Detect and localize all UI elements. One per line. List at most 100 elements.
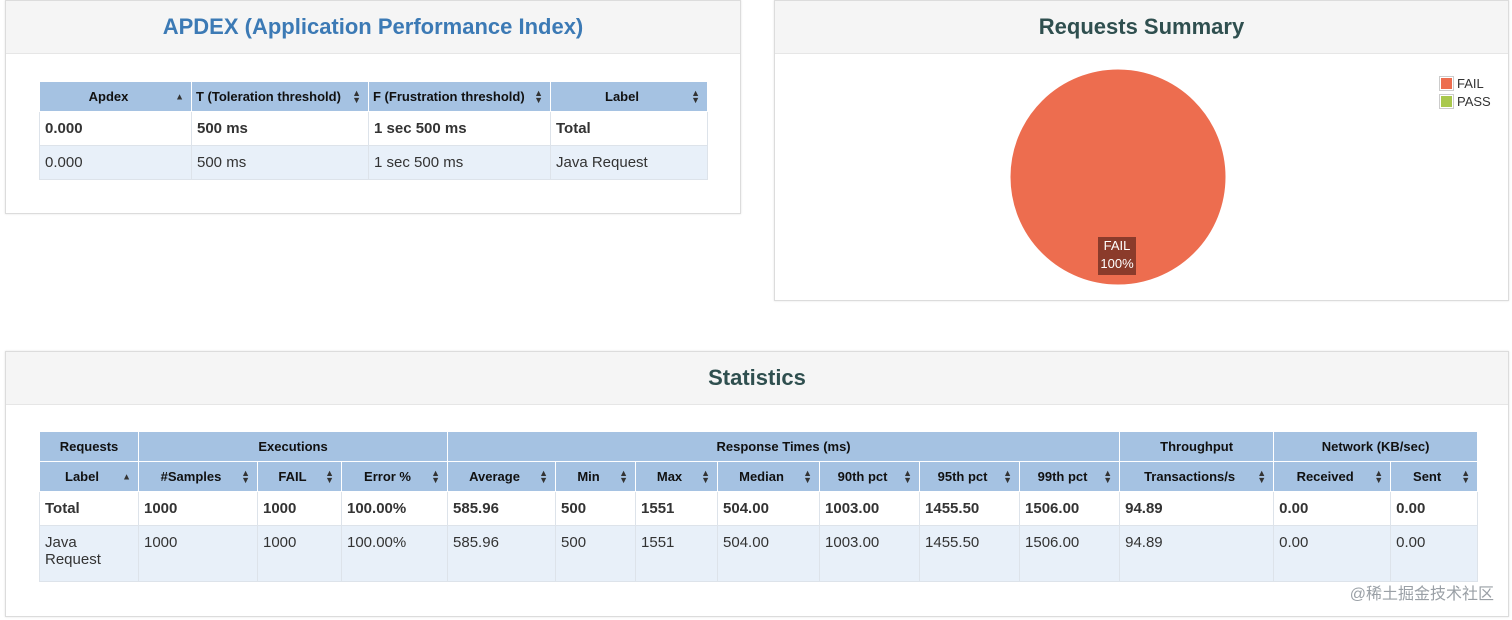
- sort-icon: ▲ ▼: [241, 467, 250, 485]
- table-cell: 585.96: [447, 525, 557, 582]
- pie-slice-fail[interactable]: [1009, 68, 1227, 286]
- table-cell: Total: [550, 111, 708, 146]
- table-cell: 0.000: [39, 111, 192, 146]
- sort-icon: ▲ ▼: [1103, 467, 1113, 485]
- sort-icon: ▲ ▼: [1003, 467, 1013, 485]
- table-cell: 1 sec 500 ms: [368, 145, 551, 180]
- legend-label: FAIL: [1457, 75, 1484, 91]
- statistics-panel: Statistics Requests Executions Response …: [5, 351, 1509, 617]
- table-cell: 0.000: [39, 145, 192, 180]
- table-cell: 0.00: [1390, 525, 1479, 582]
- stats-header-median[interactable]: Median ▲ ▼: [717, 461, 821, 492]
- statistics-title: Statistics: [708, 365, 806, 390]
- sort-icon: ▲ ▼: [1461, 467, 1471, 485]
- table-cell: 1 sec 500 ms: [368, 111, 551, 146]
- table-cell: 585.96: [447, 491, 557, 526]
- stats-header-sent[interactable]: Sent ▲ ▼: [1390, 461, 1479, 492]
- stats-header-average[interactable]: Average ▲ ▼: [447, 461, 557, 492]
- legend-swatch-pass: [1439, 93, 1454, 109]
- sort-asc-icon: ▲: [175, 91, 184, 101]
- table-cell: Java Request: [39, 525, 139, 582]
- requests-summary-header: Requests Summary: [775, 1, 1508, 54]
- table-cell: 94.89: [1119, 491, 1275, 526]
- apdex-header-frustration[interactable]: F (Frustration threshold) ▲ ▼: [368, 81, 551, 112]
- stats-header-fail[interactable]: FAIL ▲ ▼: [257, 461, 342, 492]
- sort-icon: ▲ ▼: [534, 87, 543, 105]
- sort-icon: ▲ ▼: [539, 467, 549, 485]
- legend-item-fail[interactable]: FAIL: [1439, 74, 1491, 92]
- sort-icon: ▲ ▼: [352, 87, 361, 105]
- apdex-header-toleration[interactable]: T (Toleration threshold) ▲ ▼: [191, 81, 369, 112]
- stats-header-samples[interactable]: #Samples ▲ ▼: [138, 461, 258, 492]
- statistics-table: Requests Executions Response Times (ms) …: [39, 431, 1479, 582]
- table-cell: 94.89: [1119, 525, 1275, 582]
- table-cell: 0.00: [1273, 491, 1392, 526]
- table-cell: 1003.00: [819, 491, 921, 526]
- table-cell: 504.00: [717, 525, 821, 582]
- requests-summary-title: Requests Summary: [1038, 14, 1245, 39]
- statistics-header: Statistics: [6, 352, 1508, 405]
- stats-header-max[interactable]: Max ▲ ▼: [635, 461, 719, 492]
- table-cell: 500: [555, 525, 637, 582]
- stats-header-95th[interactable]: 95th pct ▲ ▼: [919, 461, 1021, 492]
- watermark: @稀土掘金技术社区: [1349, 586, 1494, 603]
- pie-slice-label-pct: 100%: [1100, 256, 1134, 271]
- legend-item-pass[interactable]: PASS: [1439, 92, 1491, 110]
- table-row: 0.000 500 ms 1 sec 500 ms Total: [39, 111, 708, 146]
- table-cell: 1506.00: [1019, 491, 1121, 526]
- group-requests: Requests: [39, 431, 139, 462]
- table-cell: 1000: [138, 491, 258, 526]
- table-cell: 1506.00: [1019, 525, 1121, 582]
- sort-icon: ▲ ▼: [1374, 467, 1384, 485]
- table-cell: 0.00: [1390, 491, 1479, 526]
- group-throughput: Throughput: [1119, 431, 1275, 462]
- sort-icon: ▲ ▼: [325, 467, 334, 485]
- table-row: Java Request 1000 1000 100.00% 585.96 500 1551…: [39, 525, 1479, 582]
- legend-label: PASS: [1457, 93, 1491, 109]
- stats-header-transactions[interactable]: Transactions/s ▲ ▼: [1119, 461, 1275, 492]
- sort-icon: ▲ ▼: [619, 467, 629, 485]
- table-cell: 500 ms: [191, 111, 369, 146]
- apdex-table: Apdex ▲ T (Toleration threshold) ▲ ▼ F (Fru…: [39, 81, 708, 180]
- stats-header-received[interactable]: Received ▲ ▼: [1273, 461, 1392, 492]
- requests-pie-chart: [1009, 68, 1227, 286]
- apdex-panel-header: APDEX (Application Performance Index): [6, 1, 740, 54]
- table-cell: 0.00: [1273, 525, 1392, 582]
- sort-icon: ▲ ▼: [691, 87, 700, 105]
- table-cell: Java Request: [550, 145, 708, 180]
- table-cell: 500: [555, 491, 637, 526]
- group-executions: Executions: [137, 431, 449, 462]
- table-cell: 500 ms: [191, 145, 369, 180]
- stats-header-90th[interactable]: 90th pct ▲ ▼: [819, 461, 921, 492]
- apdex-header-apdex[interactable]: Apdex ▲: [39, 81, 192, 112]
- table-cell: Total: [39, 491, 139, 526]
- stats-header-min[interactable]: Min ▲ ▼: [555, 461, 637, 492]
- group-network: Network (KB/sec): [1273, 431, 1479, 462]
- sort-asc-icon: ▲: [122, 471, 131, 481]
- table-cell: 1455.50: [919, 525, 1021, 582]
- table-cell: 1000: [257, 525, 342, 582]
- sort-icon: ▲ ▼: [803, 467, 813, 485]
- legend-swatch-fail: [1439, 75, 1454, 91]
- pie-slice-label-name: FAIL: [1103, 238, 1131, 253]
- table-row: Total 1000 1000 100.00% 585.96 500 1551 504.00 1…: [39, 491, 1479, 526]
- table-cell: 1455.50: [919, 491, 1021, 526]
- stats-header-99th[interactable]: 99th pct ▲ ▼: [1019, 461, 1121, 492]
- group-response-times: Response Times (ms): [447, 431, 1121, 462]
- table-cell: 1551: [635, 491, 719, 526]
- sort-icon: ▲ ▼: [431, 467, 441, 485]
- apdex-title: APDEX (Application Performance Index): [162, 14, 584, 39]
- table-cell: 1003.00: [819, 525, 921, 582]
- table-cell: 504.00: [717, 491, 821, 526]
- table-cell: 1000: [138, 525, 258, 582]
- table-cell: 1551: [635, 525, 719, 582]
- sort-icon: ▲ ▼: [1257, 467, 1267, 485]
- pie-slice-label: FAIL 100%: [1098, 237, 1136, 275]
- table-cell: 100.00%: [340, 491, 449, 526]
- table-cell: 1000: [257, 491, 342, 526]
- stats-header-error-pct[interactable]: Error % ▲ ▼: [340, 461, 449, 492]
- apdex-panel: APDEX (Application Performance Index) Ap…: [5, 0, 741, 214]
- stats-header-label[interactable]: Label ▲: [39, 461, 139, 492]
- chart-legend: FAIL PASS: [1439, 74, 1491, 110]
- apdex-header-label[interactable]: Label ▲ ▼: [550, 81, 708, 112]
